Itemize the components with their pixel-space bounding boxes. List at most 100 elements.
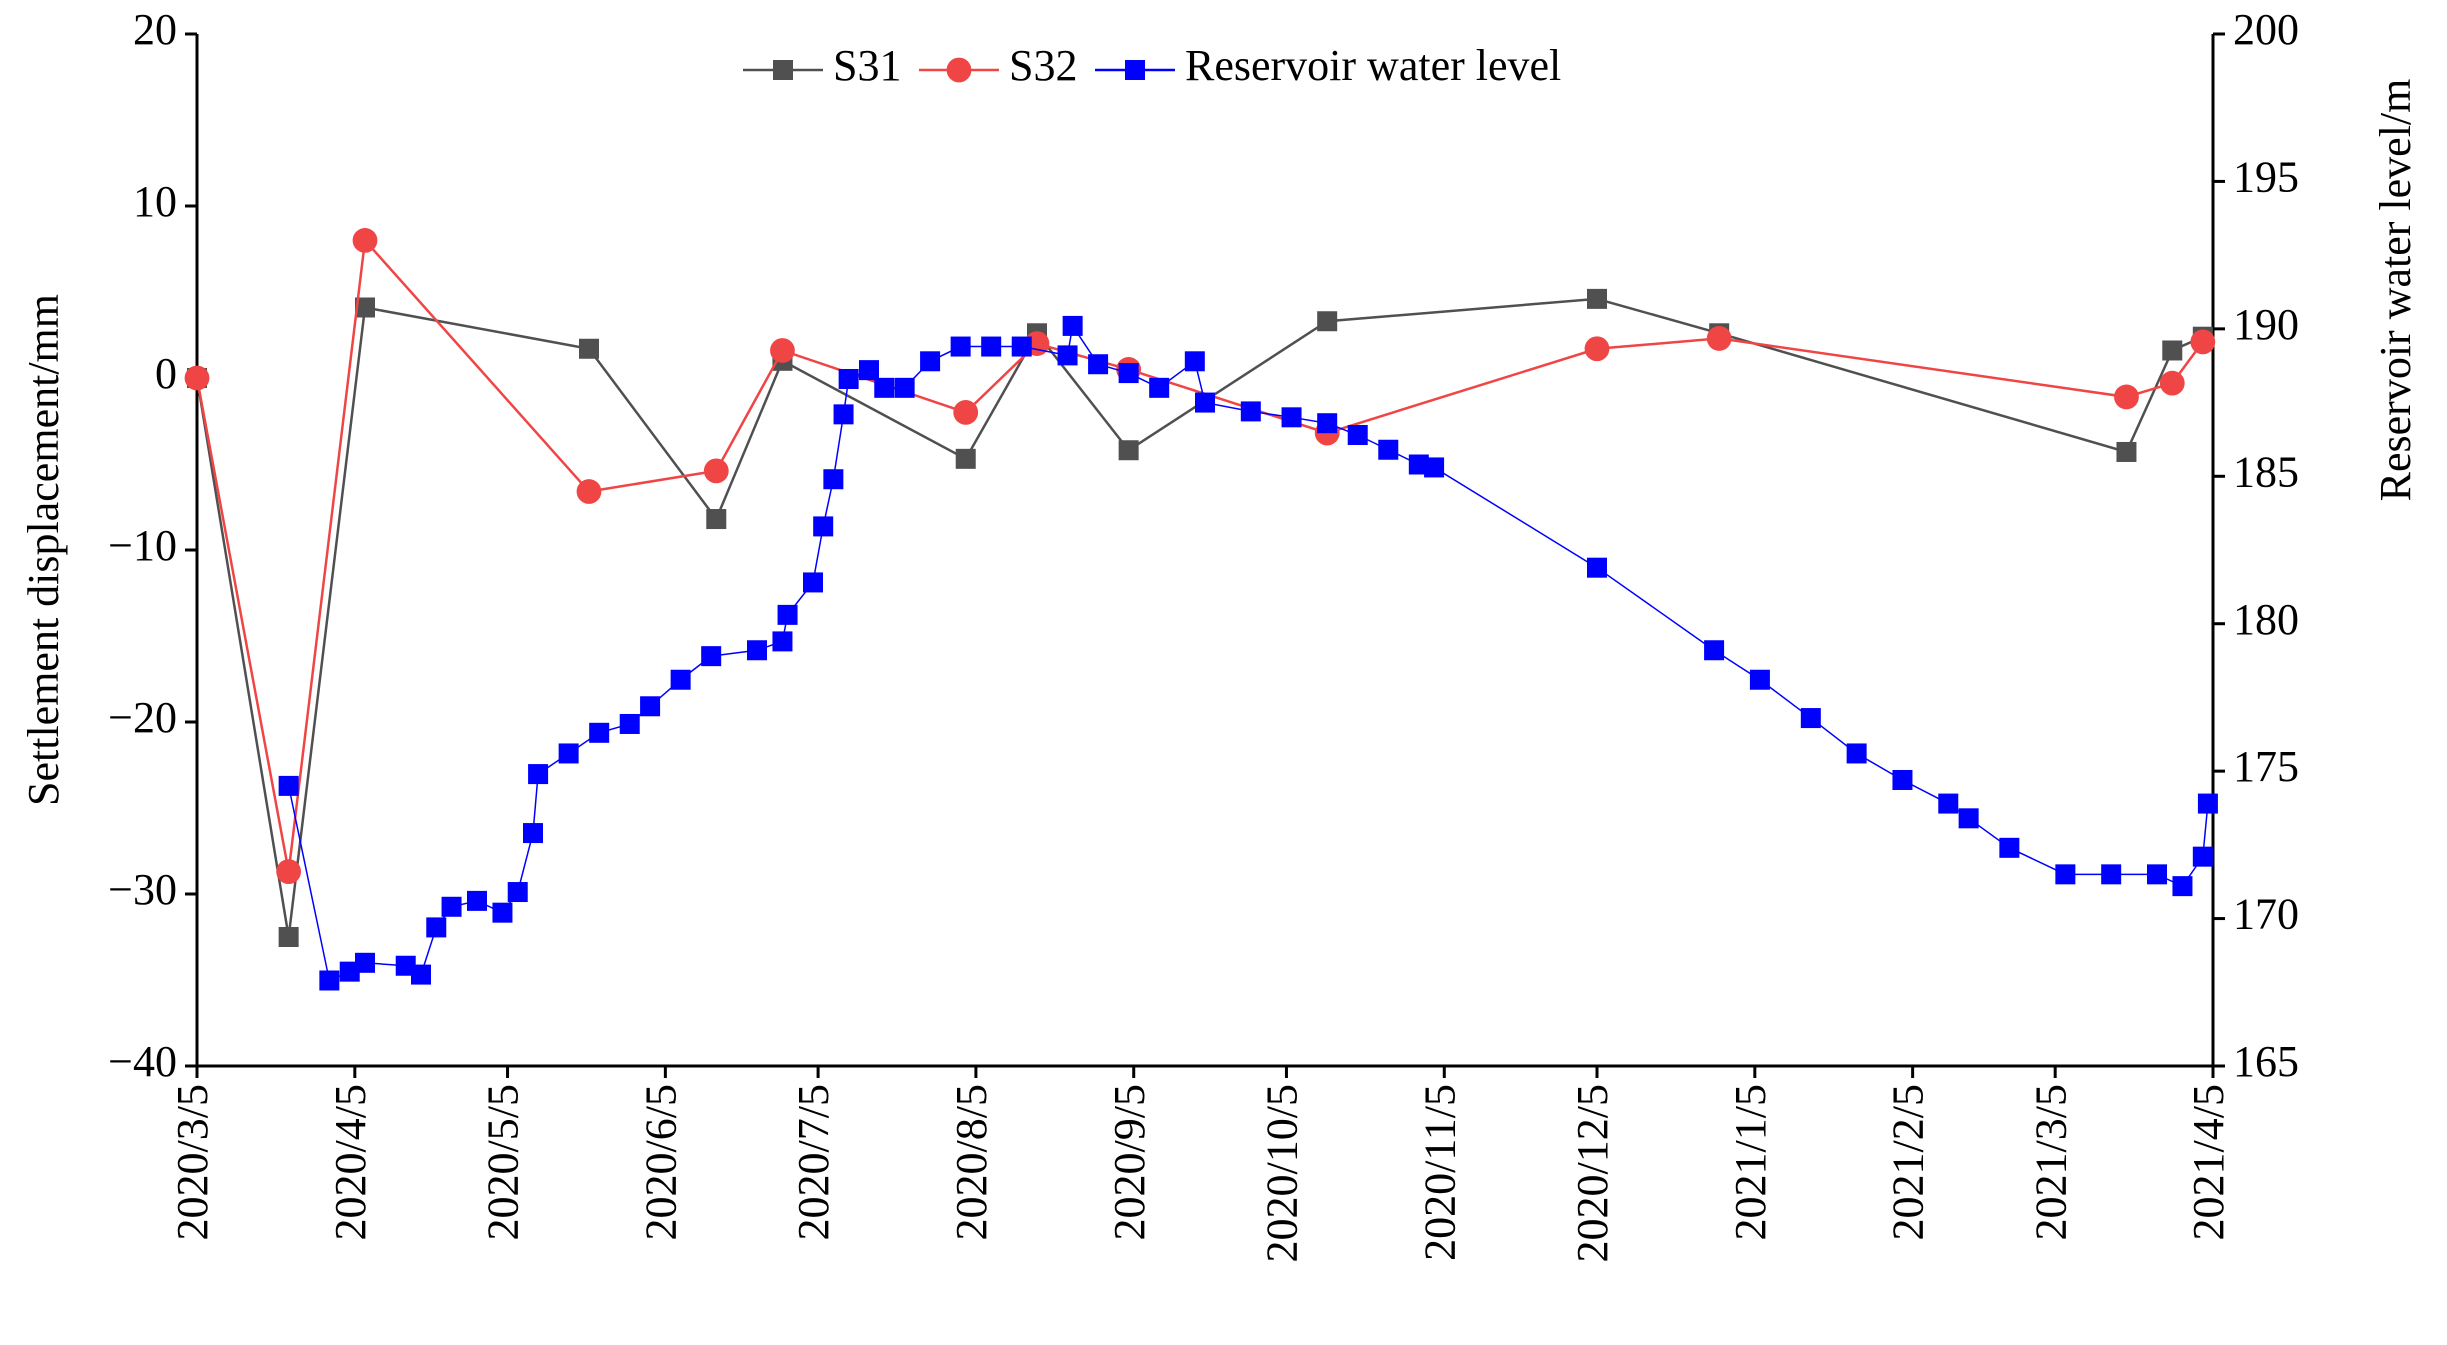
legend-label: S32 (1009, 41, 1077, 90)
y2-tick-label: 165 (2233, 1037, 2299, 1086)
data-point (1378, 439, 1399, 460)
x-tick-label: 2020/7/5 (789, 1084, 838, 1240)
y2-tick-label: 180 (2233, 595, 2299, 644)
y2-tick-label: 200 (2233, 5, 2299, 54)
x-tick-label: 2020/9/5 (1105, 1084, 1154, 1240)
data-point (2197, 793, 2218, 814)
data-point (411, 964, 431, 985)
data-point (950, 336, 971, 357)
data-point (1118, 440, 1139, 461)
data-point (355, 952, 375, 973)
y2-tick-label: 170 (2233, 890, 2299, 939)
data-point (2159, 370, 2185, 396)
data-point (1999, 837, 2020, 858)
y-tick-label: −40 (108, 1037, 177, 1086)
series-line (287, 323, 2209, 982)
data-point (352, 228, 378, 253)
data-point (777, 604, 798, 625)
data-point (2172, 876, 2193, 897)
data-point (1184, 351, 1205, 372)
data-point (2162, 340, 2183, 361)
y2-tick-label: 185 (2233, 447, 2299, 496)
y2-tick-label: 175 (2233, 742, 2299, 791)
data-point (2055, 864, 2076, 885)
data-point (823, 469, 844, 490)
x-tick-label: 2020/10/5 (1258, 1084, 1307, 1262)
data-point (2114, 384, 2139, 410)
data-point (1118, 363, 1139, 384)
data-point (1749, 669, 1770, 690)
data-point (772, 631, 793, 652)
data-point (1587, 288, 1607, 309)
data-point (492, 902, 513, 923)
data-point (920, 351, 941, 372)
y-tick-label: 20 (133, 5, 177, 54)
data-point (278, 775, 299, 796)
data-point (355, 297, 375, 318)
data-point (1938, 793, 1959, 814)
data-point (467, 890, 487, 911)
data-point (1584, 336, 1610, 362)
data-point (1587, 557, 1607, 578)
y-tick-label: −20 (108, 693, 177, 742)
x-tick-label: 2021/3/5 (2026, 1084, 2075, 1240)
x-tick-label: 2020/5/5 (479, 1084, 528, 1240)
data-point (2147, 864, 2167, 885)
data-point (874, 377, 895, 398)
data-point (2101, 864, 2122, 885)
data-point (803, 572, 823, 593)
legend-marker (946, 57, 972, 83)
data-point (1347, 425, 1368, 446)
data-point (523, 823, 543, 844)
data-point (576, 479, 602, 504)
data-point (1892, 769, 1913, 790)
x-tick-label: 2021/4/5 (2184, 1084, 2233, 1240)
y-axis-label: Settlement displacement/mm (19, 294, 68, 806)
data-point (813, 516, 834, 537)
data-point (319, 970, 340, 991)
data-point (838, 368, 859, 389)
data-point (2190, 329, 2216, 355)
x-tick-label: 2020/4/5 (326, 1084, 375, 1240)
data-point (1317, 413, 1338, 434)
data-point (589, 722, 610, 743)
data-point (894, 377, 915, 398)
x-tick-label: 2020/12/5 (1568, 1084, 1617, 1262)
data-point (1281, 407, 1302, 428)
y2-tick-label: 195 (2233, 153, 2299, 202)
data-point (703, 458, 729, 484)
data-point (981, 336, 1002, 357)
data-point (1088, 354, 1109, 375)
x-tick-label: 2020/6/5 (636, 1084, 685, 1240)
data-point (640, 696, 661, 717)
data-point (579, 338, 599, 359)
data-point (1424, 457, 1445, 478)
data-point (441, 896, 462, 917)
x-tick-label: 2020/3/5 (168, 1084, 217, 1240)
legend-label: S31 (833, 41, 901, 90)
data-point (955, 448, 976, 469)
data-point (1408, 454, 1429, 475)
y2-tick-label: 190 (2233, 300, 2299, 349)
data-point (1240, 401, 1261, 422)
data-point (278, 927, 299, 947)
data-point (426, 917, 447, 938)
data-point (747, 640, 767, 661)
data-point (528, 764, 549, 785)
data-point (1846, 743, 1867, 764)
data-point (2192, 846, 2213, 867)
y-tick-label: −30 (108, 865, 177, 914)
data-point (1011, 336, 1032, 357)
y-tick-label: −10 (108, 521, 177, 570)
data-point (1195, 392, 1215, 413)
data-point (184, 365, 210, 391)
x-tick-label: 2020/11/5 (1415, 1084, 1464, 1261)
data-point (1958, 808, 1979, 829)
x-tick-label: 2021/2/5 (1884, 1084, 1933, 1240)
data-point (706, 509, 727, 530)
data-point (619, 713, 640, 734)
data-point (2116, 441, 2137, 462)
data-point (953, 400, 979, 425)
legend-marker (773, 60, 793, 80)
